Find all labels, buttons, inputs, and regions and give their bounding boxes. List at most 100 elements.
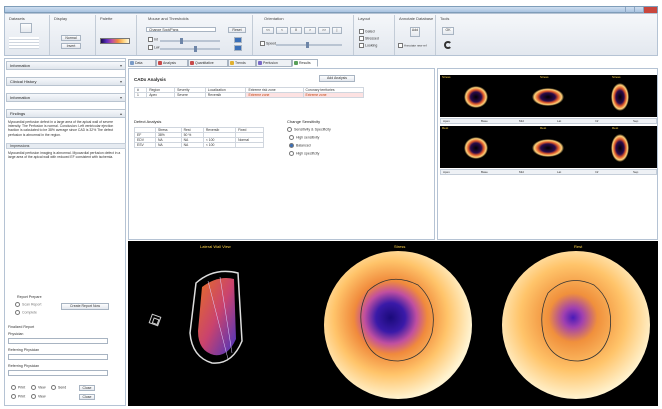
rest-slices-image[interactable] xyxy=(440,126,657,168)
moon-icon[interactable] xyxy=(444,41,452,49)
ribbon-group-title: Palette xyxy=(100,16,113,21)
bar-label: Mid xyxy=(519,170,524,174)
tab-label: Quantitative xyxy=(195,61,214,65)
orient-stop-button[interactable]: | xyxy=(332,27,342,34)
tab-label: Perfusion xyxy=(263,61,278,65)
scan-report-option[interactable]: Scan Report xyxy=(15,302,41,307)
table-row[interactable]: ESV NA NA < 100 xyxy=(134,142,264,148)
section-header-information-2[interactable]: Information ▾ xyxy=(6,93,126,102)
table-cell: ESV xyxy=(134,142,156,148)
trends-tab-icon xyxy=(230,61,234,65)
tab-label: Analysis xyxy=(163,61,177,65)
thumbnail-panel: Stress Stress Stress Apex Base Mid Lat I… xyxy=(437,68,658,240)
table-cell: Severe xyxy=(174,92,206,98)
tab-data[interactable]: Data xyxy=(128,59,156,67)
finalized-report-label: Finalized Report xyxy=(8,325,35,329)
sensitivity-option-high[interactable]: High sensitivity xyxy=(289,135,319,140)
threshold-slider-2[interactable] xyxy=(160,46,220,52)
table-row[interactable]: 1 Apex Severe Reversib Extreme zone Extr… xyxy=(133,92,365,98)
mouse-mode-select[interactable]: Change Spot/Pans xyxy=(146,27,216,32)
bar-label: Lat xyxy=(557,119,562,123)
ribbon-group-annotate: Annotate Database Add Annotate new ref xyxy=(396,15,436,55)
palette-colorbar[interactable] xyxy=(100,38,130,44)
layout-option-gated[interactable]: Gated xyxy=(359,29,375,34)
defect-table: Stress Rest Reversib Fixed EF 38% 50 % E… xyxy=(134,127,264,148)
print-option[interactable]: Print xyxy=(11,385,25,390)
add-analysis-button[interactable]: Add Analysis xyxy=(319,75,355,82)
table-cell: NA xyxy=(180,142,204,148)
tab-quantitative[interactable]: Quantitative xyxy=(188,59,228,67)
tab-results[interactable]: Results xyxy=(292,59,318,67)
tab-strip: Data Analysis Quantitative Trends Perfus… xyxy=(128,58,318,68)
ribbon-group-title: Mouse and Thresholds xyxy=(148,16,189,21)
orient-prev-button[interactable]: < xyxy=(276,27,288,34)
chevron-up-icon: ▴ xyxy=(119,111,122,116)
section-header-information[interactable]: Information ▾ xyxy=(6,61,126,70)
orient-last-button[interactable]: >> xyxy=(318,27,330,34)
tab-perfusion[interactable]: Perfusion xyxy=(256,59,292,67)
table-cell: Apex xyxy=(146,92,176,98)
tab-label: Results xyxy=(299,61,311,65)
ribbon-group-title: Datasets xyxy=(9,16,25,21)
findings-text[interactable]: Myocardial perfusion defect in a large a… xyxy=(8,120,114,137)
ribbon-group-display: Display Normal Invert xyxy=(51,15,96,55)
datasets-list[interactable] xyxy=(9,37,39,49)
maximize-button[interactable] xyxy=(634,7,642,13)
section-header-clinical-history[interactable]: Clinical History ▾ xyxy=(6,77,126,86)
section-header-findings[interactable]: Findings ▴ xyxy=(6,109,126,118)
referring-physician-field-2[interactable] xyxy=(8,370,108,376)
print-option-2[interactable]: Print xyxy=(11,394,25,399)
sensitivity-option-balanced[interactable]: Balanced xyxy=(289,143,311,148)
threshold-int-label: Int xyxy=(148,37,158,42)
data-tab-icon xyxy=(130,61,134,65)
table-row[interactable]: EF 38% 50 % xyxy=(134,132,264,138)
invert-button[interactable]: Invert xyxy=(61,43,81,49)
layout-option-looking[interactable]: Looking xyxy=(359,43,377,48)
referring-physician-field[interactable] xyxy=(8,354,108,360)
orient-pause-button[interactable]: II xyxy=(290,27,302,34)
orient-first-button[interactable]: << xyxy=(262,27,274,34)
speed-slider[interactable] xyxy=(276,42,342,48)
orient-next-button[interactable]: > xyxy=(304,27,316,34)
impressions-header: Impressions xyxy=(6,143,126,149)
left-panel: Information ▾ Clinical History ▾ Informati… xyxy=(4,58,126,406)
close-report-button-2[interactable]: Close xyxy=(79,394,95,400)
results-tab-icon xyxy=(294,61,298,65)
section-label: Information xyxy=(10,95,31,100)
physician-label: Physician xyxy=(8,332,24,336)
tools-ok-button[interactable]: OK xyxy=(442,27,454,35)
minimize-button[interactable] xyxy=(625,7,633,13)
send-option[interactable]: Send xyxy=(51,385,66,390)
section-label: Clinical History xyxy=(10,79,37,84)
table-cell xyxy=(235,142,264,148)
tab-analysis[interactable]: Analysis xyxy=(156,59,188,67)
chevron-down-icon: ▾ xyxy=(119,95,122,100)
reset-button[interactable]: Reset xyxy=(228,27,246,33)
datasets-icon[interactable] xyxy=(20,23,32,33)
bar-label: Apex xyxy=(443,170,450,174)
stress-slices-image[interactable] xyxy=(440,75,657,117)
polar-maps-image[interactable] xyxy=(128,241,658,406)
physician-field[interactable] xyxy=(8,338,108,344)
speed-label: Speed xyxy=(260,41,276,46)
complete-option[interactable]: Complete xyxy=(15,310,37,315)
sensitivity-option-specificity[interactable]: High specificity xyxy=(289,151,319,156)
view-option-2[interactable]: View xyxy=(31,394,46,399)
annotate-add-button[interactable]: Add xyxy=(410,27,420,37)
normal-button[interactable]: Normal xyxy=(61,35,81,41)
bar-label: Sep xyxy=(633,170,639,174)
close-button[interactable] xyxy=(643,7,657,13)
impressions-text[interactable]: Myocardial perfusion imaging is abnormal… xyxy=(8,151,121,160)
view-option[interactable]: View xyxy=(31,385,46,390)
tab-label: Trends xyxy=(235,61,246,65)
table-cell: Extreme zone xyxy=(245,92,304,98)
threshold-up-button[interactable] xyxy=(234,37,242,43)
close-report-button[interactable]: Close xyxy=(79,385,95,391)
create-report-button[interactable]: Create Report Now xyxy=(61,303,109,310)
threshold-down-button[interactable] xyxy=(234,45,242,51)
layout-option-stressed[interactable]: Stressed xyxy=(359,36,379,41)
perfusion-tab-icon xyxy=(258,61,262,65)
rest-label-3: Rest xyxy=(612,126,619,130)
tab-trends[interactable]: Trends xyxy=(228,59,256,67)
threshold-slider-1[interactable] xyxy=(160,38,220,44)
